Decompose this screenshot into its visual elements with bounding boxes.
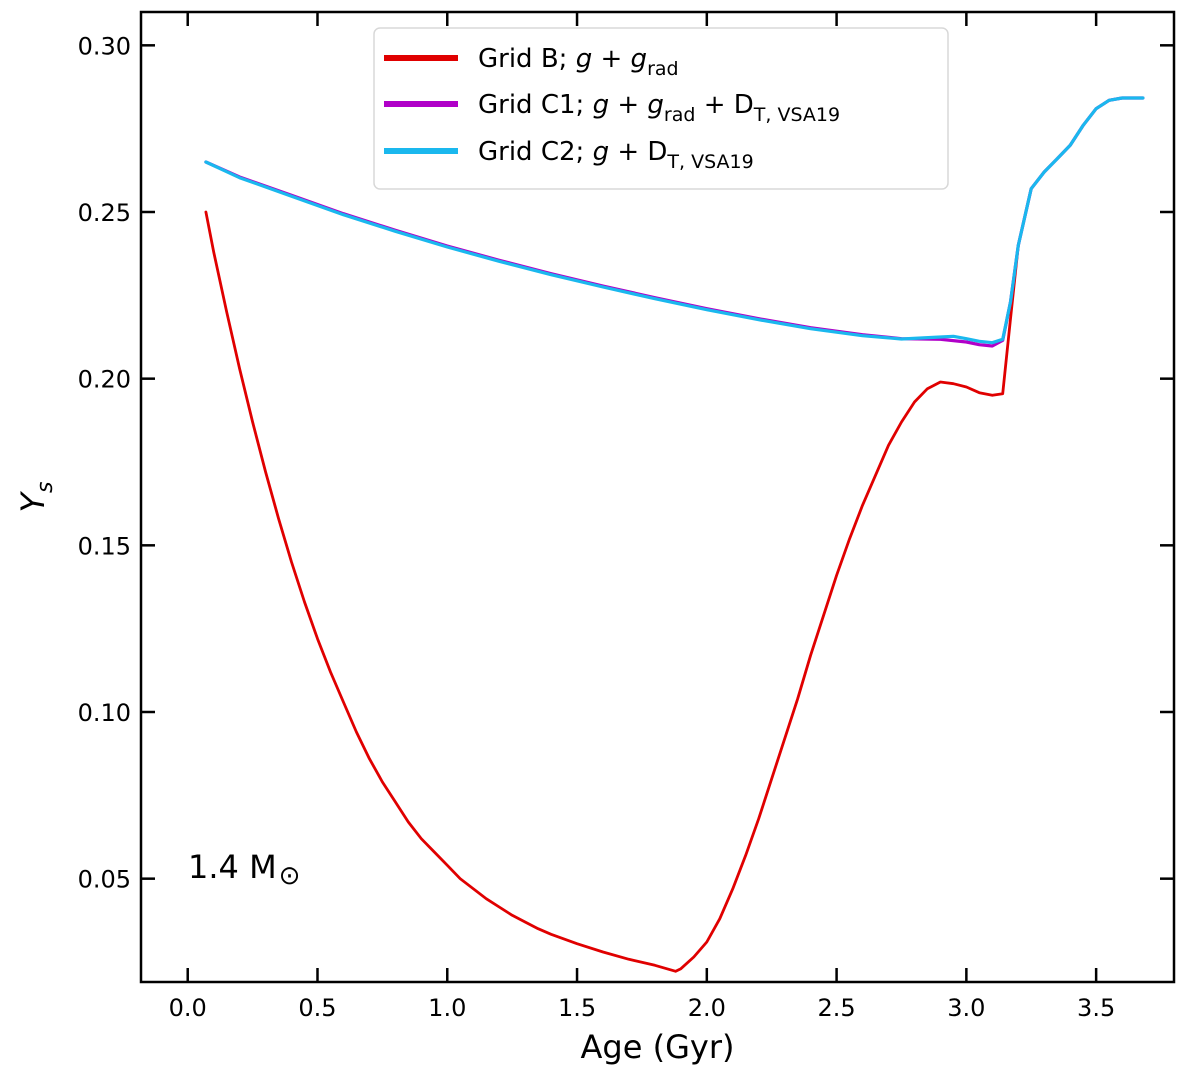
y-tick-label: 0.15 — [78, 532, 131, 560]
y-tick-label: 0.05 — [78, 866, 131, 894]
x-tick-label: 0.0 — [169, 994, 207, 1022]
x-tick-label: 3.0 — [947, 994, 985, 1022]
mass-annotation: 1.4 M⊙ — [188, 848, 300, 891]
plot-frame — [139, 10, 1176, 984]
series-line-grid-c2 — [204, 96, 1145, 345]
y-axis-label: Ys — [14, 481, 58, 512]
plot-lines — [204, 96, 1145, 973]
y-axis-label-main: Y — [14, 491, 52, 513]
legend-entry: Grid C2; g + DT, VSA19 — [478, 137, 754, 173]
x-axis-label: Age (Gyr) — [581, 1028, 735, 1066]
x-tick-label: 3.5 — [1077, 994, 1115, 1022]
y-axis-label-sub: s — [33, 481, 58, 492]
y-tick-label: 0.30 — [78, 32, 131, 60]
axis-ticks — [141, 12, 1174, 982]
mass-annotation-value: 1.4 M — [188, 848, 277, 886]
series-line-grid-b — [204, 96, 1145, 973]
x-tick-label: 1.5 — [558, 994, 596, 1022]
legend-entry: Grid B; g + grad — [478, 44, 679, 80]
x-tick-label: 0.5 — [298, 994, 336, 1022]
sun-symbol-icon: ⊙ — [279, 861, 301, 891]
tick-labels: 0.0 0.5 1.0 1.5 2.0 2.5 3.0 3.5 0.05 0.10 0.15 0.20… — [78, 32, 1116, 1022]
legend: Grid B; g + grad Grid C1; g + grad + DT, … — [373, 27, 949, 190]
y-tick-label: 0.10 — [78, 699, 131, 727]
y-tick-label: 0.25 — [78, 199, 131, 227]
legend-entry: Grid C1; g + grad + DT, VSA19 — [478, 90, 840, 126]
x-tick-label: 2.5 — [818, 994, 856, 1022]
x-tick-label: 2.0 — [688, 994, 726, 1022]
y-tick-label: 0.20 — [78, 366, 131, 394]
legend-box — [373, 27, 949, 190]
x-tick-label: 1.0 — [428, 994, 466, 1022]
